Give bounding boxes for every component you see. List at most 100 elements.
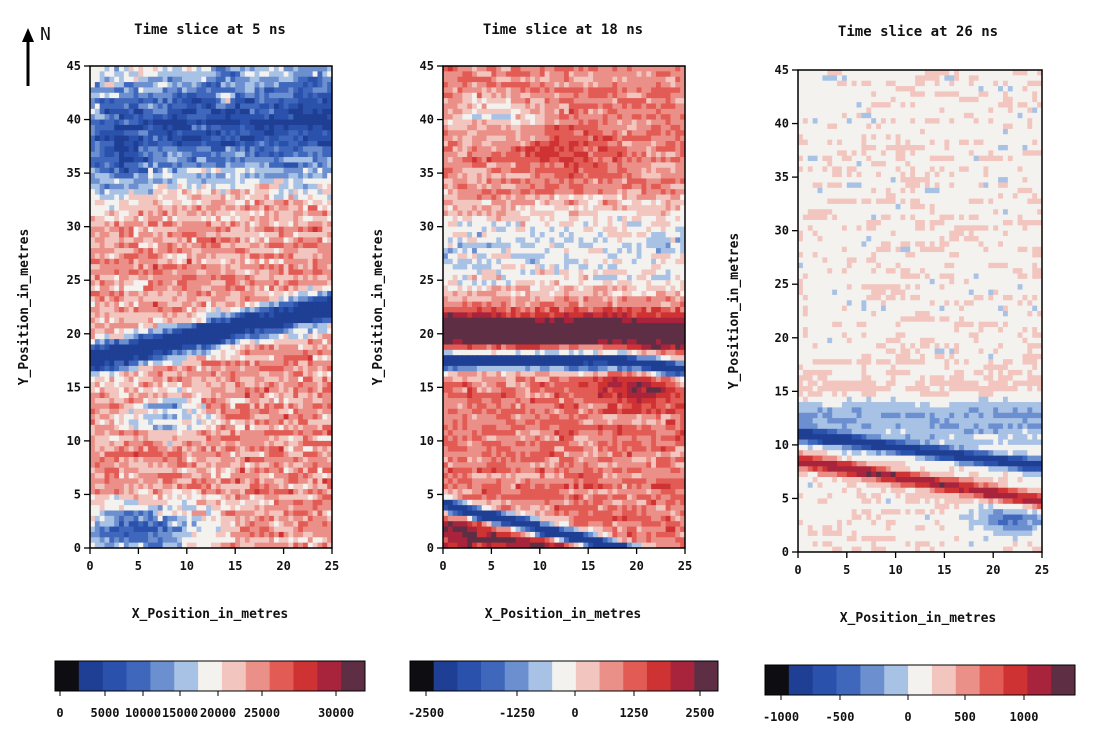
heatmap-cell [254, 98, 260, 105]
heatmap-cell [114, 274, 120, 281]
heatmap-cell [298, 451, 304, 458]
heatmap-cell [293, 473, 299, 479]
heatmap-cell [157, 92, 164, 99]
heatmap-cell [269, 183, 275, 190]
heatmap-cell [622, 66, 628, 72]
heatmap-cell [99, 456, 106, 463]
heatmap-cell [670, 98, 676, 105]
heatmap-cell [206, 328, 212, 335]
heatmap-cell [283, 478, 290, 485]
heatmap-cell [322, 124, 328, 131]
heatmap-cell [157, 119, 164, 126]
heatmap-cell [114, 462, 120, 469]
heatmap-cell [196, 392, 202, 399]
heatmap-cell [486, 87, 492, 94]
heatmap-cell [181, 178, 188, 185]
heatmap-cell [249, 124, 256, 131]
heatmap-cell [167, 435, 173, 442]
heatmap-cell [244, 146, 251, 153]
heatmap-cell [99, 92, 106, 99]
heatmap-cell [240, 381, 246, 388]
heatmap-cell [496, 87, 502, 94]
heatmap-cell [177, 312, 183, 319]
heatmap-cell [220, 130, 227, 137]
heatmap-cell [298, 339, 304, 346]
heatmap-cell [651, 92, 657, 99]
heatmap-cell [235, 526, 241, 533]
heatmap-cell [167, 215, 173, 222]
heatmap-cell [114, 398, 120, 404]
heatmap-cell [302, 473, 309, 479]
heatmap-cell [283, 307, 290, 313]
heatmap-cell [259, 344, 265, 351]
heatmap-cell [128, 473, 135, 479]
heatmap-cell [298, 328, 304, 335]
heatmap-cell [302, 119, 309, 126]
heatmap-cell [177, 494, 183, 501]
heatmap-cell [94, 398, 101, 404]
heatmap-cell [119, 360, 125, 367]
heatmap-cell [230, 242, 236, 249]
heatmap-cell [167, 232, 173, 238]
heatmap-cell [264, 446, 270, 453]
heatmap-cell [211, 242, 217, 249]
heatmap-cell [181, 71, 188, 78]
heatmap-cell [302, 285, 309, 292]
heatmap-cell [162, 371, 169, 378]
heatmap-cell [269, 478, 275, 485]
heatmap-cell [162, 290, 169, 297]
heatmap-cell [264, 167, 270, 174]
heatmap-cell [564, 76, 570, 83]
heatmap-cell [94, 435, 101, 442]
heatmap-cell [148, 542, 154, 548]
heatmap-cell [269, 98, 275, 105]
heatmap-cell [119, 167, 125, 174]
heatmap-cell [177, 435, 183, 442]
heatmap-cell [230, 456, 236, 463]
heatmap-cell [191, 119, 198, 126]
heatmap-cell [123, 344, 130, 351]
heatmap-cell [94, 478, 101, 485]
heatmap-cell [157, 66, 164, 72]
heatmap-cell [607, 82, 613, 89]
heatmap-cell [307, 526, 314, 533]
heatmap-cell [443, 76, 449, 83]
heatmap-cell [123, 114, 130, 121]
heatmap-cell [293, 339, 299, 346]
heatmap-cell [283, 98, 290, 105]
heatmap-cell [288, 521, 294, 528]
heatmap-cell [215, 290, 222, 297]
heatmap-cell [273, 537, 280, 544]
heatmap-cell [249, 66, 256, 72]
heatmap-cell [298, 82, 304, 89]
heatmap-cell [505, 92, 512, 99]
heatmap-cell [278, 323, 285, 330]
heatmap-cell [114, 135, 120, 142]
heatmap-cell [273, 215, 280, 222]
heatmap-cell [447, 66, 454, 72]
heatmap-cell [220, 381, 227, 388]
heatmap-cell [240, 387, 246, 394]
heatmap-cell [626, 71, 633, 78]
heatmap-cell [177, 280, 183, 287]
heatmap-cell [104, 210, 110, 217]
heatmap-cell [302, 531, 309, 538]
heatmap-cell [152, 505, 159, 512]
heatmap-cell [617, 103, 623, 110]
heatmap-cell [162, 387, 169, 394]
heatmap-cell [588, 87, 594, 94]
heatmap-cell [302, 130, 309, 137]
heatmap-cell [220, 183, 227, 190]
heatmap-cell [128, 494, 135, 501]
heatmap-cell [196, 189, 202, 196]
heatmap-cell [302, 317, 309, 324]
heatmap-cell [505, 66, 512, 72]
heatmap-cell [230, 414, 236, 421]
heatmap-cell [302, 71, 309, 78]
heatmap-cell [230, 339, 236, 346]
heatmap-cell [186, 269, 193, 276]
heatmap-cell [491, 66, 497, 72]
heatmap-cell [104, 199, 110, 206]
heatmap-cell [152, 365, 159, 372]
heatmap-cell [307, 103, 314, 110]
